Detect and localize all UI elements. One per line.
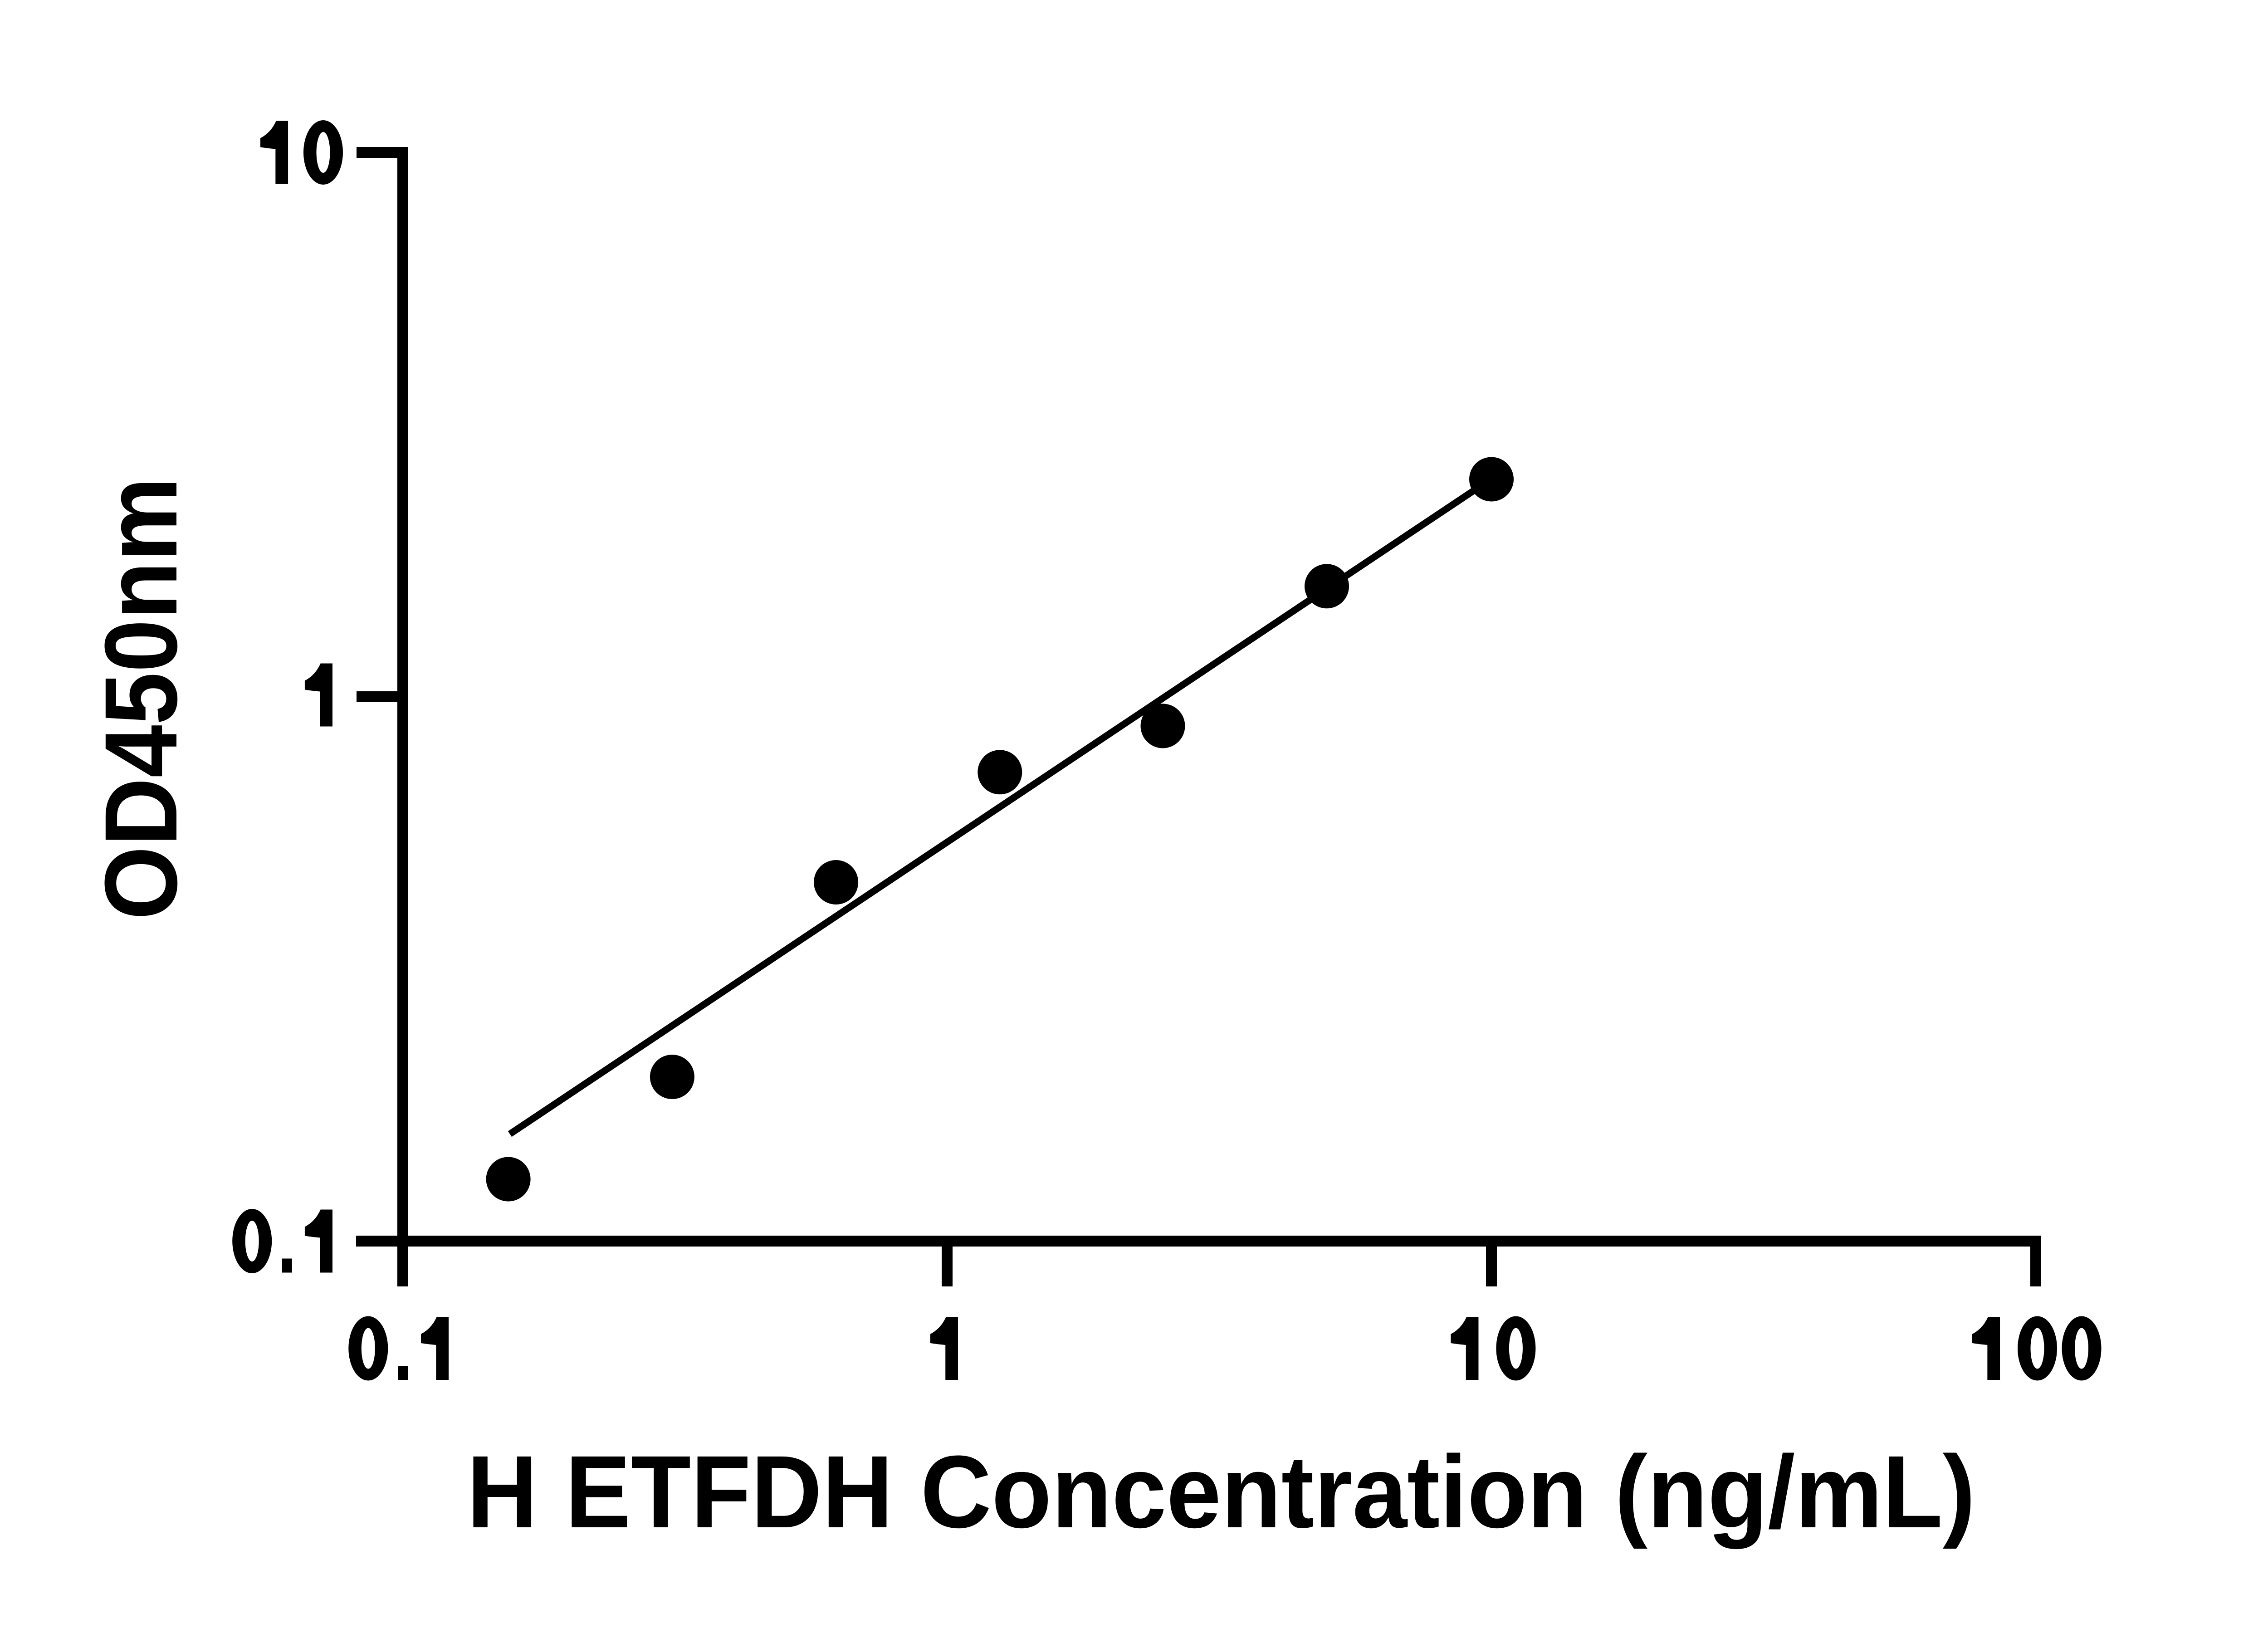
svg-text:OD450nm: OD450nm xyxy=(84,477,199,920)
svg-text:H ETFDH Concentration (ng/mL): H ETFDH Concentration (ng/mL) xyxy=(467,1435,1975,1550)
